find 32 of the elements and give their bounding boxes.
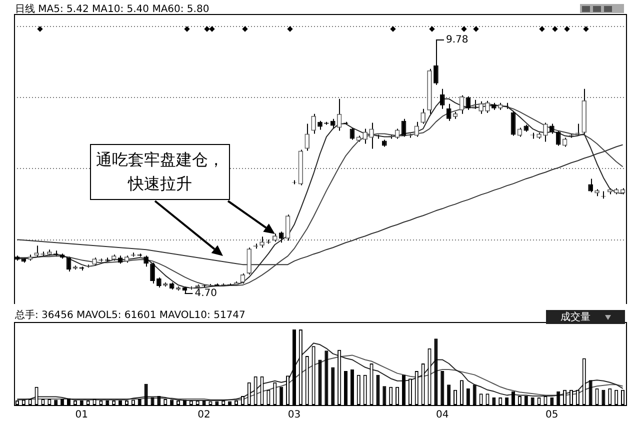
x-tick-label: 04 (436, 410, 449, 421)
x-tick-label: 03 (288, 410, 301, 421)
candlestick (588, 178, 593, 193)
chart-title: 日线 MA5: 5.42 MA10: 5.40 MA60: 5.80 (15, 2, 210, 16)
candlestick (543, 122, 548, 142)
x-tick-label: 01 (75, 410, 88, 421)
candlestick (150, 262, 155, 284)
candlestick (478, 100, 484, 114)
candlestick (246, 247, 252, 276)
candlestick (440, 88, 445, 110)
x-tick-label: 02 (198, 410, 210, 421)
annotation: 通吃套牢盘建仓，快速拉升 (90, 144, 230, 200)
candlestick (362, 128, 368, 144)
candlestick (34, 245, 39, 258)
candlestick (311, 113, 316, 134)
candlestick (414, 121, 420, 138)
text: 成交量 (560, 310, 590, 324)
annotation: 4.70 (194, 288, 217, 300)
candlestick (260, 236, 264, 248)
candlestick (144, 255, 148, 268)
candlestick (278, 231, 284, 244)
x-tick-label: 05 (546, 410, 558, 421)
candlestick (420, 108, 426, 124)
annotation: 9.78 (446, 34, 468, 46)
candlestick (446, 103, 452, 122)
chart-title: 总手: 36456 MAVOL5: 61601 MAVOL10: 51747 (15, 308, 246, 322)
candlestick (556, 130, 561, 146)
candlestick (485, 100, 490, 114)
candlestick (304, 123, 310, 152)
candlestick (369, 122, 374, 150)
candlestick (330, 118, 336, 130)
candlestick (550, 123, 554, 134)
